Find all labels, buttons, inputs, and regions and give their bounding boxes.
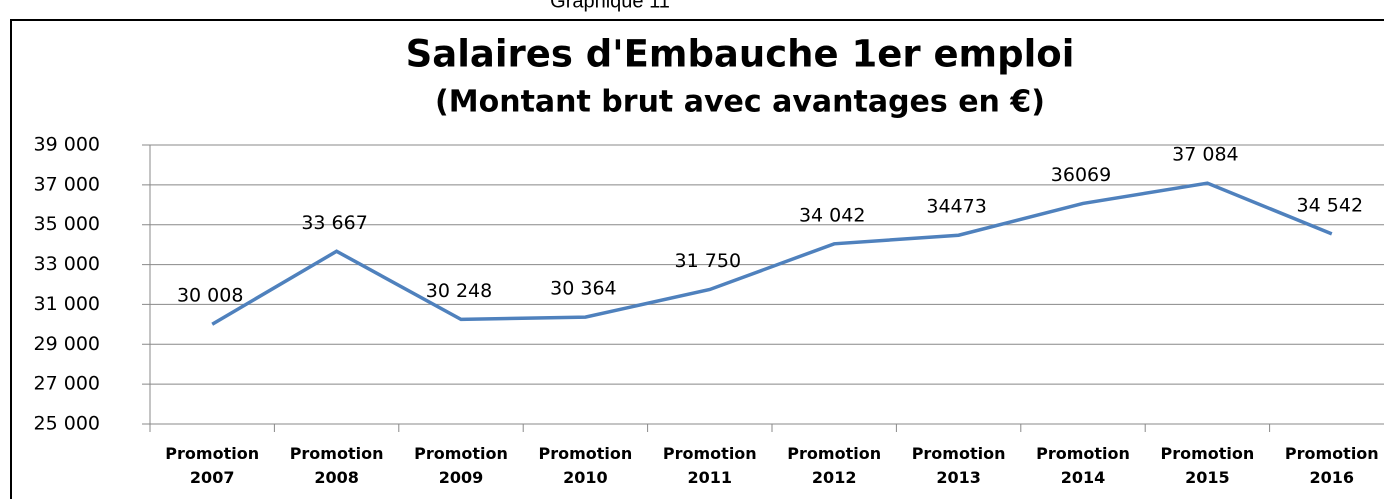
x-tick-label-line: Promotion — [165, 444, 259, 463]
x-tick-label-line: 2010 — [563, 468, 608, 487]
y-tick-label: 37 000 — [34, 173, 100, 195]
x-tick-label: Promotion 2015 — [1161, 444, 1255, 487]
x-tick-label-line: 2007 — [190, 468, 235, 487]
chart-subtitle: (Montant brut avec avantages en €) — [435, 85, 1045, 120]
data-label: 34 542 — [1297, 194, 1363, 216]
data-label: 30 008 — [177, 285, 243, 307]
x-tick-label: Promotion 2012 — [787, 444, 881, 487]
x-tick-label-line: 2008 — [314, 468, 359, 487]
x-tick-label: Promotion 2014 — [1036, 444, 1130, 487]
data-label: 34473 — [926, 196, 986, 218]
data-label: 36069 — [1051, 164, 1111, 186]
x-tick-label-line: 2015 — [1185, 468, 1230, 487]
data-label: 33 667 — [301, 212, 367, 234]
chart-border — [10, 19, 1384, 499]
x-tick-label: Promotion 2007 — [165, 444, 259, 487]
x-tick-label: Promotion 2010 — [539, 444, 633, 487]
data-label: 30 364 — [550, 278, 616, 300]
x-tick-label-line: 2013 — [936, 468, 981, 487]
x-tick-label-line: Promotion — [1285, 444, 1379, 463]
y-tick-label: 25 000 — [34, 413, 100, 435]
x-tick-label-line: Promotion — [1036, 444, 1130, 463]
x-tick-label: Promotion 2009 — [414, 444, 508, 487]
series-line — [211, 181, 1333, 326]
chart-title: Salaires d'Embauche 1er emploi — [406, 33, 1075, 76]
data-label: 30 248 — [426, 280, 492, 302]
y-tick-label: 35 000 — [34, 213, 100, 235]
x-tick-label-line: 2011 — [688, 468, 733, 487]
x-tick-label-line: Promotion — [787, 444, 881, 463]
y-tick-label: 31 000 — [34, 293, 100, 315]
x-tick-label: Promotion 2011 — [663, 444, 757, 487]
caption: Graphique 11 — [550, 0, 670, 12]
y-tick-label: 29 000 — [34, 333, 100, 355]
x-tick-label: Promotion 2008 — [290, 444, 384, 487]
x-tick-label-line: 2014 — [1061, 468, 1106, 487]
x-tick-label-line: Promotion — [1161, 444, 1255, 463]
x-tick-label-line: Promotion — [912, 444, 1006, 463]
x-tick-label-line: 2012 — [812, 468, 857, 487]
y-tick-label: 33 000 — [34, 253, 100, 275]
y-tick-label: 39 000 — [34, 134, 100, 156]
data-label: 31 750 — [675, 250, 741, 272]
data-label: 34 042 — [799, 204, 865, 226]
x-tick-label-line: 2016 — [1310, 468, 1355, 487]
x-tick-label-line: 2009 — [439, 468, 484, 487]
x-tick-label-line: Promotion — [663, 444, 757, 463]
x-tick-label: Promotion 2013 — [912, 444, 1006, 487]
y-tick-label: 27 000 — [34, 373, 100, 395]
x-tick-label-line: Promotion — [414, 444, 508, 463]
x-tick-label-line: Promotion — [290, 444, 384, 463]
data-label: 37 084 — [1172, 144, 1238, 166]
x-tick-label: Promotion 2016 — [1285, 444, 1379, 487]
x-tick-label-line: Promotion — [539, 444, 633, 463]
